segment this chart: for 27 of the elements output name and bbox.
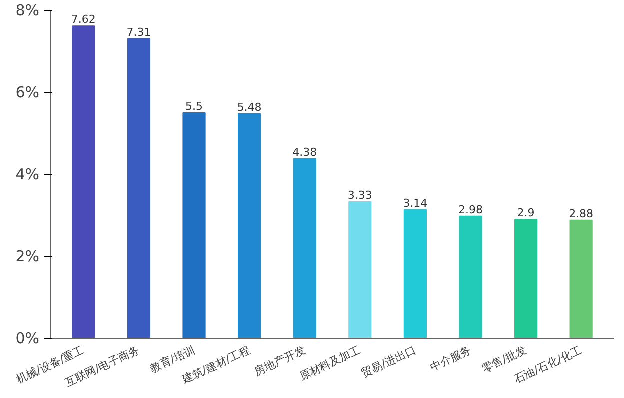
bar <box>514 219 538 338</box>
data-label: 5.5 <box>186 100 204 113</box>
data-label: 3.33 <box>348 188 372 202</box>
data-label: 2.98 <box>458 203 483 216</box>
data-label: 3.14 <box>403 196 428 210</box>
bar <box>348 201 372 338</box>
data-label: 5.48 <box>237 100 262 114</box>
x-tick-label: 贸易/进出口 <box>359 344 418 380</box>
bar <box>72 26 96 338</box>
y-tick-label: 8% <box>16 2 40 20</box>
bar <box>404 209 427 338</box>
bar <box>293 158 316 338</box>
data-label: 4.38 <box>292 146 318 159</box>
data-label: 2.88 <box>569 207 594 220</box>
bar <box>182 112 206 338</box>
bar <box>570 220 593 338</box>
x-tick-label: 中介服务 <box>428 344 474 374</box>
y-tick-label: 2% <box>16 248 40 266</box>
data-label: 7.62 <box>71 13 96 26</box>
data-label: 7.31 <box>126 26 152 39</box>
y-tick-label: 0% <box>16 330 40 348</box>
bar <box>127 38 151 338</box>
y-tick-label: 6% <box>16 84 40 102</box>
data-label: 2.9 <box>517 206 535 220</box>
bar <box>459 216 482 338</box>
y-tick-label: 4% <box>16 166 40 184</box>
bar <box>238 113 262 338</box>
